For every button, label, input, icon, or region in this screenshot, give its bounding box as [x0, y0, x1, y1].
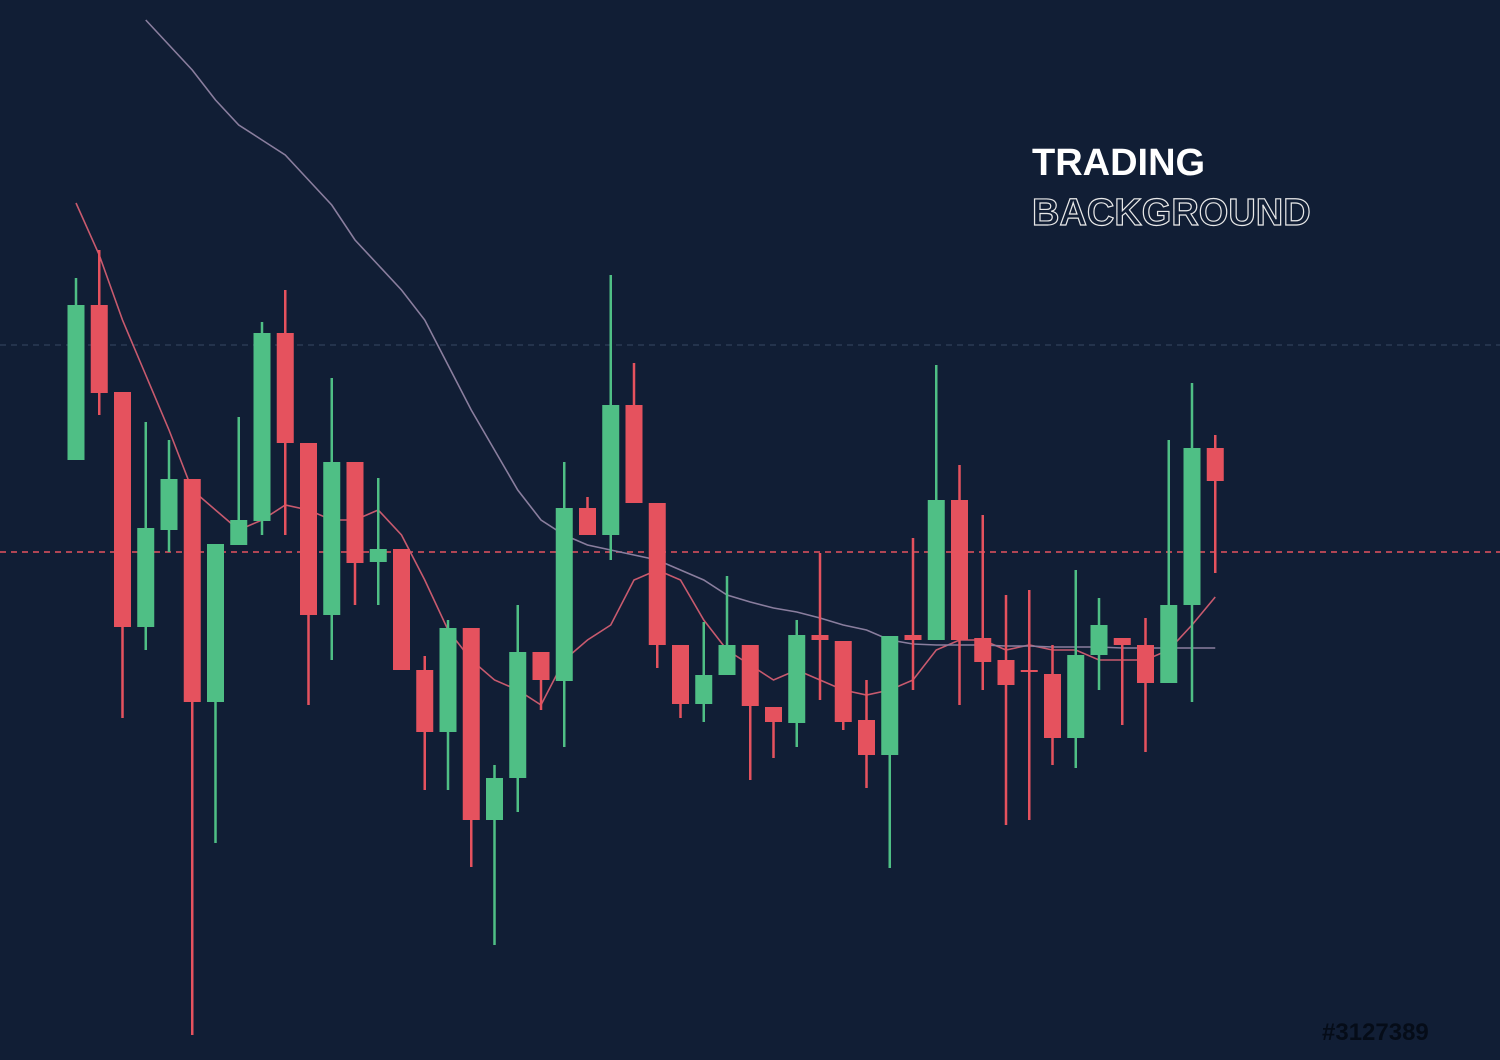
candle-body	[951, 500, 968, 640]
candle-body	[300, 443, 317, 615]
candle-body	[602, 405, 620, 535]
candle-body	[532, 652, 550, 680]
watermark: #3127389	[1322, 1019, 1429, 1046]
candle-body	[765, 707, 782, 722]
candle-body	[881, 636, 899, 755]
candle-body	[230, 520, 248, 545]
candle-body	[788, 635, 806, 723]
candle-body	[858, 720, 875, 755]
chart-title: TRADING	[1032, 142, 1205, 184]
candle-body	[369, 549, 387, 562]
candle-body	[1044, 674, 1061, 738]
candle-body	[207, 544, 224, 702]
candle-body	[718, 645, 736, 675]
candle-body	[1113, 638, 1131, 645]
candle-body	[927, 500, 945, 640]
candle-body	[114, 392, 131, 627]
moving-average-line	[145, 19, 1216, 649]
candle-body	[462, 628, 480, 820]
candle-body	[346, 462, 364, 563]
candle-body	[741, 645, 759, 706]
candle-body	[137, 528, 155, 627]
candle-body	[253, 333, 271, 521]
candle-body	[1090, 625, 1108, 655]
candle-body	[672, 645, 689, 704]
candle-body	[160, 479, 178, 530]
candle-body	[1137, 645, 1154, 683]
candle-body	[1183, 448, 1201, 605]
candle-body	[904, 635, 922, 640]
candle-body	[276, 333, 294, 443]
chart-subtitle: BACKGROUND	[1032, 192, 1311, 234]
candle-body	[1067, 655, 1085, 738]
candle-body	[811, 635, 829, 640]
candle-body	[323, 462, 341, 615]
candle-body	[183, 479, 201, 702]
candle-body	[439, 628, 457, 732]
moving-average-line	[75, 202, 1216, 707]
candle-body	[579, 508, 596, 535]
candle-body	[997, 660, 1015, 685]
candle-body	[695, 675, 713, 704]
candle-body	[509, 652, 527, 778]
candle-body	[1206, 448, 1224, 481]
candle-body	[625, 405, 643, 503]
candle-body	[486, 778, 503, 820]
candle-body	[834, 641, 852, 722]
candle-body	[90, 305, 108, 393]
candle-body	[67, 305, 85, 460]
candle-body	[1020, 670, 1038, 672]
candle-body	[648, 503, 666, 645]
candle-body	[416, 670, 434, 732]
candle-body	[1160, 605, 1178, 683]
candle-body	[974, 638, 992, 662]
candle-body	[393, 549, 410, 670]
candle-body	[555, 508, 573, 681]
